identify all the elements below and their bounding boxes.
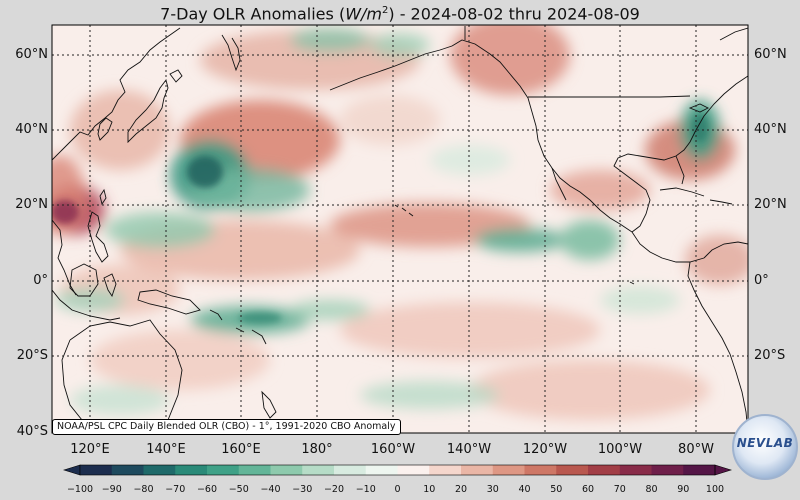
lat-label-left: 60°N: [15, 47, 48, 62]
colorbar-tick-label: −80: [133, 484, 154, 495]
colorbar-extend-high: [714, 464, 733, 476]
colorbar-tick-label: −30: [292, 484, 313, 495]
colorbar-segment: [302, 465, 335, 475]
colorbar: [62, 464, 733, 476]
logo-text: NEVLAB: [736, 436, 794, 450]
lon-label: 120°E: [70, 442, 110, 457]
lat-label-right: 0°: [754, 273, 769, 288]
lon-label: 140°E: [146, 442, 186, 457]
lon-label: 180°: [301, 442, 333, 457]
lat-label-right: 40°N: [754, 122, 787, 137]
lon-label: 80°W: [678, 442, 714, 457]
lat-label-left: 20°N: [15, 197, 48, 212]
colorbar-segment: [461, 465, 494, 475]
lat-label-right: 20°N: [754, 197, 787, 212]
colorbar-frame: [79, 464, 716, 476]
colorbar-segment: [365, 465, 398, 475]
colorbar-tick-label: 30: [486, 484, 499, 495]
colorbar-segment: [683, 465, 716, 475]
colorbar-tick-label: −20: [323, 484, 345, 495]
colorbar-segment: [556, 465, 589, 475]
colorbar-segment: [492, 465, 525, 475]
lon-label: 140°W: [446, 442, 492, 457]
lon-label: 120°W: [522, 442, 568, 457]
colorbar-segment: [175, 465, 208, 475]
colorbar-segment: [143, 465, 176, 475]
colorbar-tick-label: 70: [613, 484, 626, 495]
colorbar-segment: [111, 465, 144, 475]
colorbar-segment: [334, 465, 367, 475]
lat-label-left: 0°: [33, 273, 48, 288]
colorbar-tick-label: −100: [66, 484, 94, 495]
colorbar-segment: [429, 465, 462, 475]
colorbar-tick-label: 90: [677, 484, 690, 495]
psl-lab-logo: NEVLAB: [732, 414, 798, 480]
lon-label: 160°E: [221, 442, 261, 457]
lat-label-right: 20°S: [754, 348, 786, 363]
colorbar-tick-label: −40: [260, 484, 281, 495]
colorbar-segment: [397, 465, 430, 475]
colorbar-tick-label: 20: [454, 484, 468, 495]
colorbar-segment: [524, 465, 557, 475]
gridlines: [52, 25, 748, 433]
colorbar-tick-label: −50: [228, 484, 249, 495]
colorbar-tick-label: 100: [705, 484, 725, 495]
colorbar-tick-label: 10: [423, 484, 436, 495]
coastlines: [52, 26, 748, 433]
colorbar-segment: [588, 465, 621, 475]
lat-label-left: 40°S: [16, 424, 48, 439]
lat-label-left: 40°N: [15, 122, 48, 137]
lon-label: 100°W: [597, 442, 643, 457]
colorbar-segment: [238, 465, 271, 475]
colorbar-tick-label: −60: [196, 484, 218, 495]
colorbar-segment: [270, 465, 303, 475]
colorbar-tick-label: 80: [645, 484, 658, 495]
lat-label-right: 60°N: [754, 47, 787, 62]
colorbar-segment: [619, 465, 652, 475]
data-source-attribution: NOAA/PSL CPC Daily Blended OLR (CBO) - 1…: [52, 419, 401, 435]
colorbar-tick-label: 60: [581, 484, 595, 495]
lat-label-left: 20°S: [16, 348, 48, 363]
colorbar-tick-label: −10: [355, 484, 376, 495]
colorbar-tick-label: 0: [394, 484, 401, 495]
lon-label: 160°W: [370, 442, 416, 457]
colorbar-segment: [80, 465, 113, 475]
map-title: 7-Day OLR Anomalies (W/m2) - 2024-08-02 …: [160, 4, 640, 24]
colorbar-tick-label: 50: [550, 484, 563, 495]
anomaly-field: [52, 25, 748, 420]
colorbar-tick-label: 40: [518, 484, 531, 495]
colorbar-segment: [207, 465, 240, 475]
colorbar-segment: [651, 465, 684, 475]
colorbar-tick-label: −90: [101, 484, 122, 495]
colorbar-extend-low: [62, 464, 81, 476]
colorbar-tick-label: −70: [165, 484, 186, 495]
